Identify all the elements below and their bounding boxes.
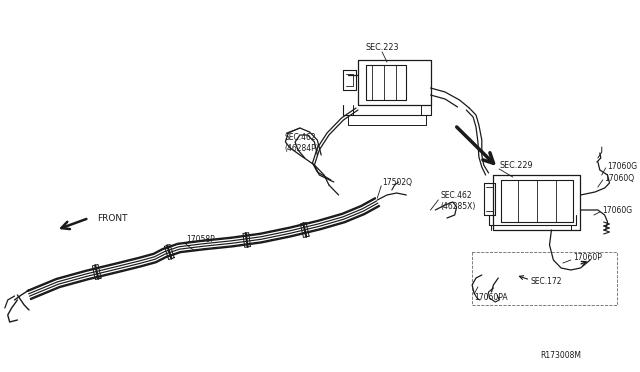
Text: SEC.229: SEC.229 <box>499 160 533 170</box>
Text: 17060Q: 17060Q <box>605 173 635 183</box>
Text: FRONT: FRONT <box>97 214 127 222</box>
Text: (46284P): (46284P) <box>284 144 319 153</box>
Text: 17060G: 17060G <box>602 205 632 215</box>
Text: 17502Q: 17502Q <box>382 177 412 186</box>
Text: SEC.223: SEC.223 <box>365 42 399 51</box>
Text: 17060PA: 17060PA <box>474 294 508 302</box>
Text: SEC.462: SEC.462 <box>440 190 472 199</box>
Text: R173008M: R173008M <box>540 350 581 359</box>
Text: 17058P: 17058P <box>186 235 214 244</box>
Text: (46285X): (46285X) <box>440 202 476 211</box>
Text: SEC.172: SEC.172 <box>530 278 562 286</box>
Text: 17060P: 17060P <box>573 253 602 263</box>
Text: 17060G: 17060G <box>607 161 637 170</box>
Text: SEC.462: SEC.462 <box>284 132 316 141</box>
